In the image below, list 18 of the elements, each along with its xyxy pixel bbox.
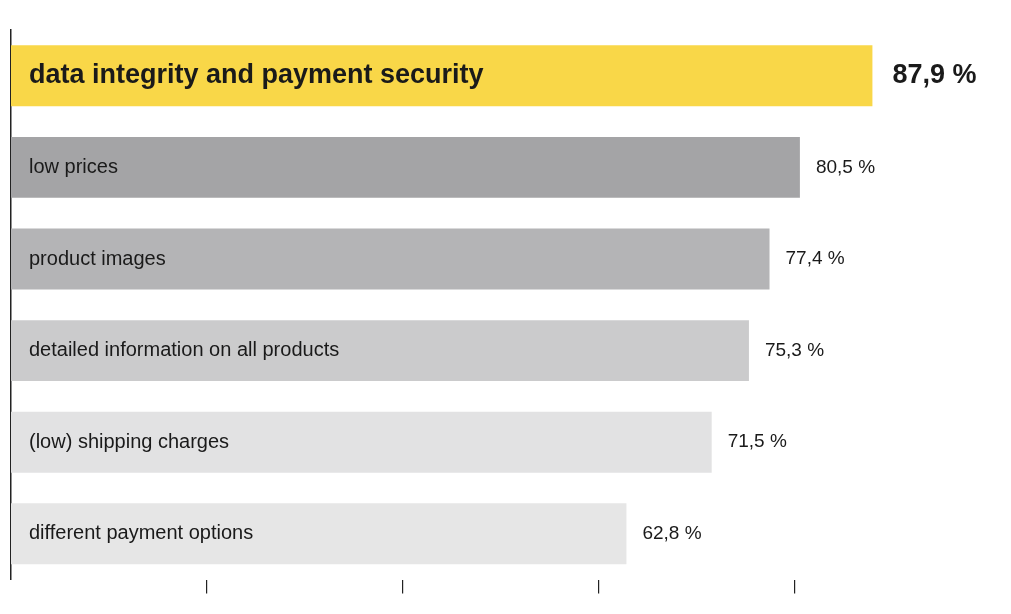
bar [11,136,800,198]
data-label: 77,4 % [785,247,845,269]
data-label: 62,8 % [642,522,702,544]
data-label: 71,5 % [727,430,787,452]
data-label: 87,9 % [892,59,977,90]
y-tick-label: low prices [29,154,118,177]
y-tick-label: (low) shipping charges [29,429,230,452]
y-tick-label: product images [29,246,166,269]
y-tick-label: different payment options [29,521,254,544]
bar [11,228,770,290]
y-tick-label: data integrity and payment security [29,59,484,90]
data-label: 75,3 % [764,338,825,360]
bar [11,503,627,565]
bar [11,411,712,473]
bar [11,45,873,107]
data-label: 80,5 % [815,155,876,177]
bar [11,320,749,382]
y-tick-label: detailed information on all products [29,338,340,361]
